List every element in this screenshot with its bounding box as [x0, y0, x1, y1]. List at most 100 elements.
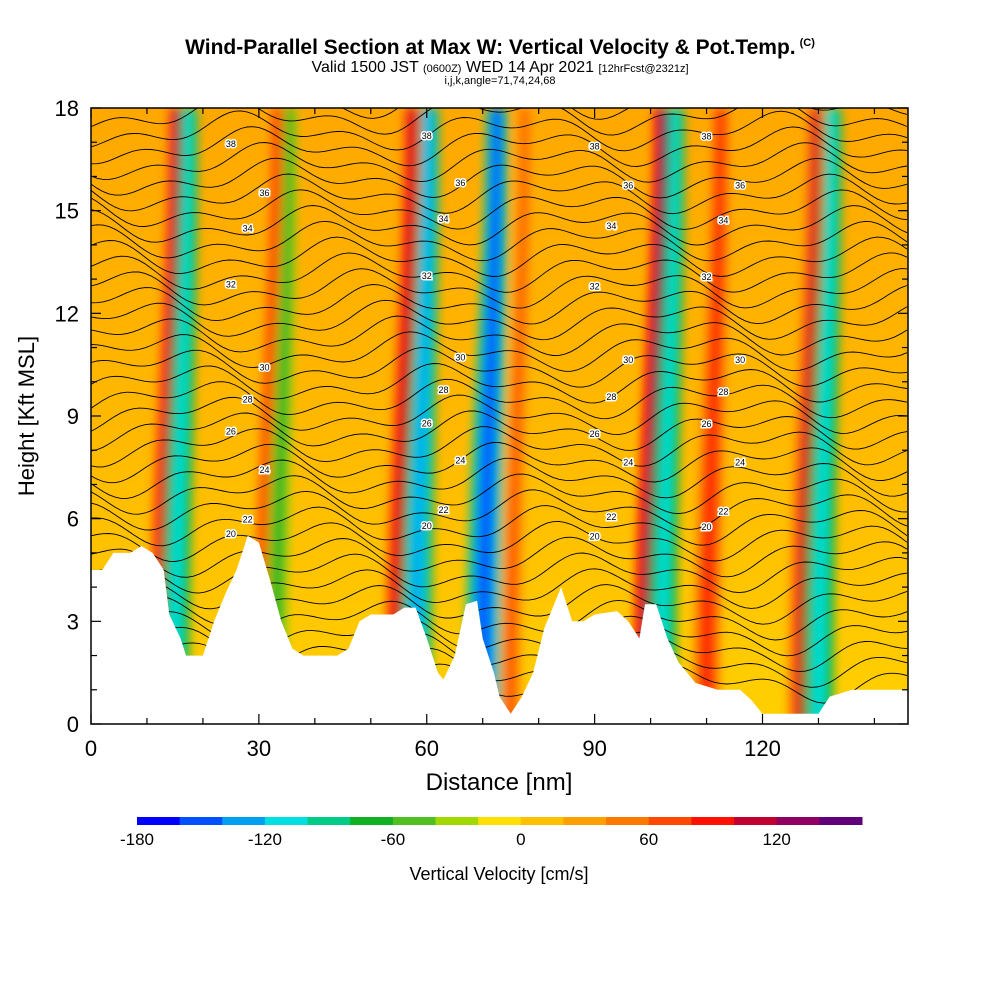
theta-contour-31 [91, 173, 908, 215]
theta-contour-13 [91, 457, 908, 499]
contour-label-24-2: 24 [623, 458, 633, 468]
contour-label-36-0: 36 [259, 188, 269, 198]
downdraft-band-0-layer-2 [170, 108, 192, 724]
theta-contour-22 [91, 315, 908, 356]
theta-contour-18 [91, 378, 908, 420]
contour-label-38-0: 38 [226, 139, 236, 149]
colorbar-segment-7 [435, 817, 479, 825]
theta-contour-27 [91, 236, 908, 277]
x-axis-label: Distance [nm] [426, 769, 573, 796]
contour-label-20-0: 20 [226, 529, 236, 539]
colorbar-segment-6 [392, 817, 437, 825]
contour-label-32-1: 32 [422, 271, 432, 281]
contour-label-36-1: 36 [455, 178, 465, 188]
contour-label-32-0: 32 [226, 279, 236, 289]
contour-label-22-1: 22 [439, 505, 449, 515]
colorbar-tick--120: -120 [248, 830, 282, 849]
contour-label-20-2: 20 [590, 531, 600, 541]
contour-label-30-1: 30 [455, 353, 465, 363]
contour-label-34-3: 34 [718, 216, 728, 226]
theta-contour-32 [91, 157, 908, 199]
colorbar-segment-11 [606, 817, 650, 825]
y-tick-label-15: 15 [55, 199, 79, 224]
downdraft-band-5-layer-2 [813, 108, 836, 724]
contour-label-30-3: 30 [735, 355, 745, 365]
contour-label-28-2: 28 [606, 392, 616, 402]
y-tick-label-0: 0 [67, 712, 79, 737]
contour-label-30-0: 30 [259, 362, 269, 372]
theta-contour-28 [91, 220, 908, 262]
contour-label-38-2: 38 [590, 141, 600, 151]
theta-contour-7 [91, 552, 908, 594]
downdraft-band-1-layer-2 [271, 108, 292, 724]
colorbar-segment-1 [179, 817, 223, 825]
contour-label-26-3: 26 [702, 419, 712, 429]
contour-label-36-3: 36 [735, 180, 745, 190]
contour-label-22-2: 22 [606, 512, 616, 522]
contour-label-20-3: 20 [702, 522, 712, 532]
colorbar-segment-8 [478, 817, 522, 825]
colorbar-tick-0: 0 [516, 830, 525, 849]
colorbar-segment-5 [350, 817, 394, 825]
colorbar-tick--60: -60 [381, 830, 406, 849]
x-tick-label-60: 60 [415, 736, 439, 761]
contour-label-24-0: 24 [259, 465, 269, 475]
terrain-mask [91, 535, 908, 724]
colorbar-segment-2 [222, 817, 266, 825]
y-tick-label-18: 18 [55, 96, 79, 121]
contour-label-28-3: 28 [718, 387, 728, 397]
theta-contour-10 [91, 505, 908, 547]
theta-contour-29 [91, 205, 908, 246]
chart-title-unit: (C) [799, 37, 815, 49]
theta-contour-12 [91, 473, 908, 515]
theta-contour-8 [91, 536, 908, 578]
contour-label-30-2: 30 [623, 355, 633, 365]
downdraft-band-2-layer-2 [410, 108, 433, 724]
theta-contour-16 [91, 410, 908, 452]
theta-contour-21 [91, 331, 908, 372]
chart-title-text: Wind-Parallel Section at Max W: Vertical… [185, 36, 796, 59]
colorbar-segment-10 [563, 817, 607, 825]
theta-contour-17 [91, 394, 908, 436]
theta-contour-9 [91, 520, 908, 562]
theta-contour-24 [91, 284, 908, 325]
forecast-info: [12hrFcst@2321z] [598, 63, 689, 75]
contour-label-38-3: 38 [702, 132, 712, 142]
contour-label-26-0: 26 [226, 426, 236, 436]
contour-label-24-3: 24 [735, 458, 745, 468]
valid-utc: (0600Z) [422, 63, 462, 75]
y-tick-label-9: 9 [67, 404, 79, 429]
colorbar-tick-120: 120 [763, 830, 791, 849]
theta-contour-14 [91, 442, 908, 484]
theta-contour-36 [91, 108, 908, 136]
downdraft-band-3-layer-2 [476, 108, 501, 724]
theta-contour-15 [91, 426, 908, 468]
contour-label-26-2: 26 [590, 429, 600, 439]
theta-contour-26 [91, 252, 908, 293]
y-axis-label: Height [Kft MSL] [14, 336, 39, 496]
colorbar-label: Vertical Velocity [cm/s] [409, 864, 588, 884]
valid-date: WED 14 Apr 2021 [465, 59, 595, 76]
y-tick-label-12: 12 [55, 301, 79, 326]
theta-contour-23 [91, 299, 908, 341]
contour-label-34-1: 34 [439, 214, 449, 224]
chart-subtitle: Valid 1500 JST (0600Z) WED 14 Apr 2021 [… [0, 59, 1000, 77]
valid-prefix: Valid 1500 JST [311, 59, 419, 76]
contour-label-32-3: 32 [702, 272, 712, 282]
colorbar-segment-9 [520, 817, 564, 825]
contour-label-22-0: 22 [243, 514, 253, 524]
contour-label-22-3: 22 [718, 507, 728, 517]
grid-indices: i,j,k,angle=71,74,24,68 [444, 75, 556, 87]
contour-label-24-1: 24 [455, 455, 465, 465]
colorbar-segment-0 [137, 817, 181, 825]
theta-contour-30 [91, 189, 908, 230]
chart-title: Wind-Parallel Section at Max W: Vertical… [0, 36, 1000, 60]
y-tick-label-3: 3 [67, 609, 79, 634]
contour-label-36-2: 36 [623, 181, 633, 191]
downdraft-band-4-layer-2 [657, 108, 679, 724]
colorbar-segment-15 [776, 817, 820, 825]
theta-contour-35 [91, 110, 908, 152]
contour-label-38-1: 38 [422, 131, 432, 141]
theta-contour-19 [91, 363, 908, 404]
